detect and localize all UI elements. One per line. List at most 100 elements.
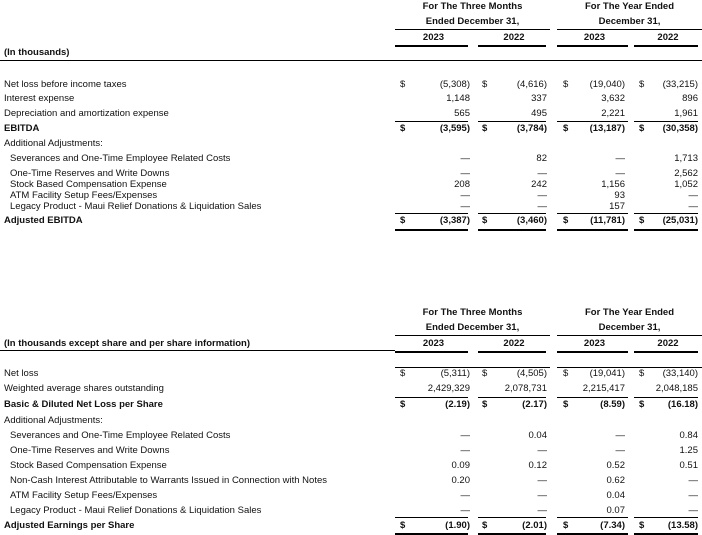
row-value: (4,505) — [516, 368, 547, 379]
row-value: (3,784) — [516, 123, 547, 134]
row-label: Weighted average shares outstanding — [4, 383, 164, 394]
row-value: (2.19) — [445, 399, 470, 410]
row-label: Interest expense — [4, 93, 75, 104]
rule-line — [634, 121, 698, 122]
row-value: — — [615, 445, 626, 456]
rule-line — [557, 29, 702, 30]
row-label: EBITDA — [4, 123, 40, 134]
row-value: 2,078,731 — [504, 383, 547, 394]
rule-line — [0, 350, 395, 351]
rule-line — [478, 121, 546, 122]
rule-line — [634, 45, 698, 47]
rule-line — [557, 213, 628, 214]
year-header: 2023 — [583, 338, 606, 349]
dollar-sign: $ — [482, 123, 488, 134]
rule-line — [395, 229, 468, 231]
row-value: 2,221 — [601, 108, 625, 119]
row-value: 1,961 — [674, 108, 698, 119]
row-value: 93 — [614, 190, 625, 201]
row-label: ATM Facility Setup Fees/Expenses — [10, 490, 158, 501]
rule-line — [478, 533, 546, 535]
dollar-sign: $ — [639, 79, 645, 90]
row-value: (33,215) — [662, 79, 698, 90]
row-value: (13.58) — [667, 520, 698, 531]
dollar-sign: $ — [563, 123, 569, 134]
row-value: — — [537, 190, 548, 201]
header-year-line2: December 31, — [598, 322, 661, 333]
row-value: 896 — [682, 93, 698, 104]
row-value: 0.52 — [606, 460, 626, 471]
row-value: 1,156 — [601, 179, 625, 190]
rule-line — [395, 351, 468, 353]
row-value: (11,781) — [590, 215, 625, 226]
row-value: — — [537, 490, 548, 501]
row-value: 1.25 — [679, 445, 699, 456]
dollar-sign: $ — [482, 368, 488, 379]
row-value: (5,311) — [440, 368, 470, 379]
row-label: Additional Adjustments: — [4, 138, 103, 149]
row-value: 0.04 — [528, 430, 548, 441]
row-value: 2,215,417 — [582, 383, 625, 394]
rule-line — [634, 517, 698, 518]
row-value: — — [460, 153, 471, 164]
row-value: 337 — [531, 93, 547, 104]
rule-line — [478, 351, 546, 353]
row-value: (3,595) — [439, 123, 470, 134]
row-label: Net loss — [4, 368, 39, 379]
header-three-months-line2: Ended December 31, — [425, 16, 520, 27]
rule-line — [478, 517, 546, 518]
row-value: (3,460) — [516, 215, 547, 226]
units-label: (In thousands) — [4, 47, 70, 58]
row-value: 0.84 — [679, 430, 699, 441]
row-value: — — [537, 168, 548, 179]
rule-line — [395, 213, 468, 214]
row-label: Adjusted EBITDA — [4, 215, 83, 226]
row-value: (2.17) — [522, 399, 547, 410]
row-value: — — [460, 190, 471, 201]
rule-line — [557, 367, 702, 368]
row-value: 0.12 — [528, 460, 548, 471]
row-value: 3,632 — [601, 93, 625, 104]
rule-line — [478, 213, 546, 214]
row-value: 2,048,185 — [655, 383, 698, 394]
rule-line — [395, 367, 550, 368]
row-value: — — [460, 490, 471, 501]
row-value: (4,616) — [516, 79, 547, 90]
year-header: 2022 — [657, 338, 679, 349]
row-value: — — [688, 490, 699, 501]
dollar-sign: $ — [563, 520, 569, 531]
dollar-sign: $ — [639, 399, 645, 410]
row-value: — — [688, 201, 699, 212]
row-value: 208 — [454, 179, 470, 190]
row-value: 0.04 — [606, 490, 626, 501]
row-value: — — [460, 445, 471, 456]
dollar-sign: $ — [400, 368, 406, 379]
row-value: (30,358) — [662, 123, 698, 134]
rule-line — [395, 121, 468, 122]
row-value: 0.20 — [451, 475, 471, 486]
row-value: (13,187) — [589, 123, 625, 134]
row-value: 0.09 — [451, 460, 471, 471]
rule-line — [557, 45, 628, 47]
header-three-months-line1: For The Three Months — [422, 307, 523, 318]
row-value: (25,031) — [662, 215, 698, 226]
rule-line — [395, 533, 468, 535]
row-label: Basic & Diluted Net Loss per Share — [4, 399, 163, 410]
row-label: One-Time Reserves and Write Downs — [10, 445, 170, 456]
header-three-months-line1: For The Three Months — [422, 1, 523, 12]
row-value: — — [460, 430, 471, 441]
row-label: Stock Based Compensation Expense — [10, 460, 167, 471]
rule-line — [395, 45, 468, 47]
rule-line — [395, 517, 468, 518]
dollar-sign: $ — [563, 368, 569, 379]
row-value: 1,713 — [674, 153, 698, 164]
rule-line — [634, 397, 698, 398]
row-value: 0.07 — [606, 505, 626, 516]
dollar-sign: $ — [563, 399, 569, 410]
row-value: 82 — [536, 153, 547, 164]
row-value: (16.18) — [667, 399, 698, 410]
dollar-sign: $ — [639, 123, 645, 134]
row-value: 1,148 — [446, 93, 470, 104]
row-label: Legacy Product - Maui Relief Donations &… — [10, 505, 262, 516]
